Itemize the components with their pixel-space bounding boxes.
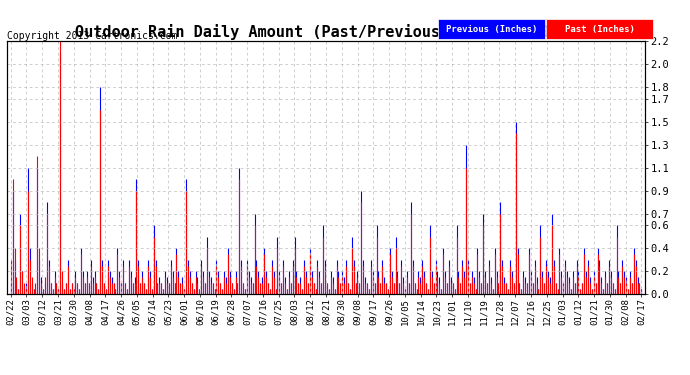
Text: Copyright 2013 Cartronics.com: Copyright 2013 Cartronics.com (7, 32, 177, 41)
Title: Outdoor Rain Daily Amount (Past/Previous Year) 20130222: Outdoor Rain Daily Amount (Past/Previous… (75, 24, 577, 40)
Text: Previous (Inches): Previous (Inches) (446, 25, 538, 34)
Text: Past (Inches): Past (Inches) (565, 25, 635, 34)
